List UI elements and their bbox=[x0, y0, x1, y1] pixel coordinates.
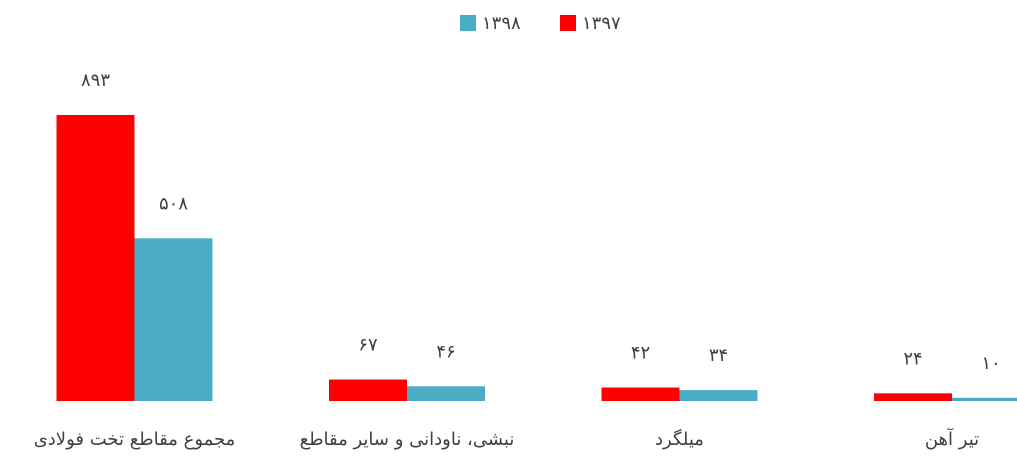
x-tick-label: تیر آهن bbox=[925, 427, 979, 450]
data-label: ۲۴ bbox=[903, 348, 922, 369]
data-label: ۸۹۳ bbox=[81, 70, 110, 91]
bar bbox=[601, 387, 680, 401]
bar bbox=[56, 115, 135, 401]
bar bbox=[329, 379, 407, 401]
data-label: ۳۴ bbox=[709, 345, 728, 366]
data-label: ۱۰ bbox=[981, 353, 1000, 374]
data-label: ۴۶ bbox=[436, 341, 455, 362]
legend-swatch bbox=[560, 15, 576, 31]
x-tick-label: میلگرد bbox=[655, 428, 704, 450]
data-label: ۴۲ bbox=[631, 343, 650, 364]
bar bbox=[134, 238, 213, 401]
bar bbox=[407, 386, 485, 401]
data-label: ۶۷ bbox=[358, 335, 378, 356]
data-label: ۵۰۸ bbox=[159, 193, 188, 214]
x-tick-label: مجموع مقاطع تخت فولادی bbox=[34, 429, 236, 450]
bar bbox=[874, 393, 952, 401]
legend-label: ۱۳۹۷ bbox=[582, 13, 621, 34]
legend-label: ۱۳۹۸ bbox=[482, 13, 521, 34]
x-tick-label: نبشی، ناودانی و سایر مقاطع bbox=[300, 429, 515, 450]
legend-swatch bbox=[460, 15, 476, 31]
bar bbox=[679, 390, 758, 401]
bar bbox=[952, 397, 1017, 401]
